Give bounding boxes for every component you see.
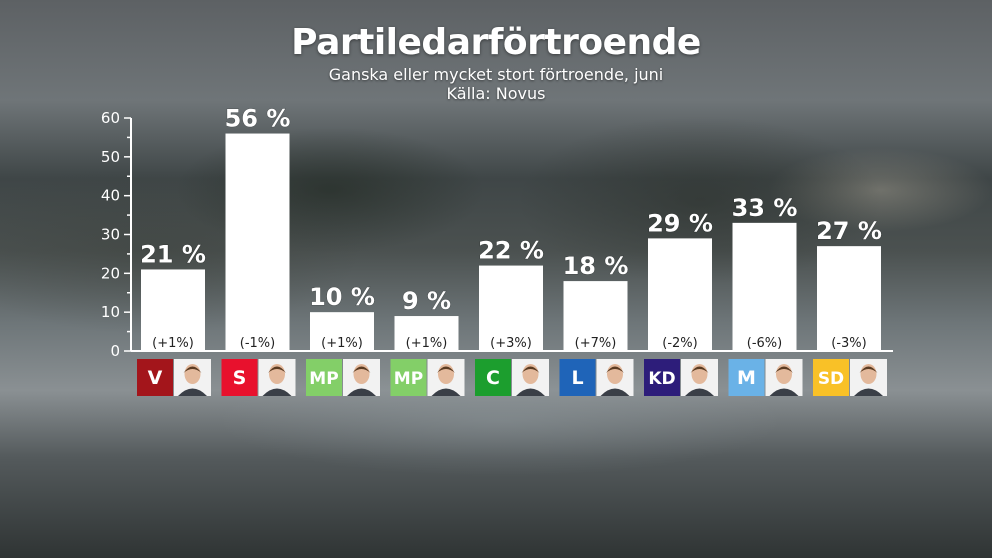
party-abbreviation: V: [148, 367, 163, 389]
leader-photo-hair: [183, 366, 202, 373]
chart-subtitle: Ganska eller mycket stort förtroende, ju…: [328, 65, 664, 84]
bar: [648, 238, 712, 351]
leader-photo-hair: [521, 366, 540, 373]
bar: [817, 246, 881, 351]
chart-title: Partiledarförtroende: [291, 22, 701, 63]
leader-photo-shoulders: [178, 388, 207, 396]
party-abbreviation: KD: [648, 369, 675, 389]
bar-change-label: (+7%): [575, 336, 617, 351]
leader-photo-shoulders: [347, 388, 376, 396]
party-badge: [728, 359, 765, 396]
party-abbreviation: C: [486, 367, 500, 389]
leader-photo-shoulders: [685, 388, 714, 396]
leader-photo-shoulders: [854, 388, 883, 396]
y-tick-label: 50: [101, 148, 120, 166]
party-badge: [306, 359, 342, 396]
leader-photo-shoulders: [769, 388, 799, 396]
y-tick-label: 40: [101, 187, 120, 205]
bar-value-label: 18 %: [563, 252, 629, 280]
bar-change-label: (+3%): [490, 336, 532, 351]
bar-change-label: (+1%): [152, 336, 194, 351]
party-abbreviation: S: [233, 367, 247, 389]
y-tick-label: 60: [101, 109, 120, 127]
bar: [310, 312, 374, 351]
bar-value-label: 33 %: [732, 194, 798, 222]
bar-value-label: 9 %: [402, 287, 451, 315]
bar-value-label: 56 %: [225, 105, 291, 133]
party-badge: [390, 359, 427, 396]
leader-photo-shoulders: [262, 388, 292, 396]
bar: [732, 222, 797, 351]
bar: [225, 133, 290, 351]
bar: [563, 281, 628, 351]
y-tick-label: 10: [101, 303, 120, 321]
bar-change-label: (-2%): [662, 336, 697, 351]
leader-photo-shoulders: [431, 388, 461, 396]
bar-value-label: 29 %: [647, 209, 713, 237]
leader-photo-shoulders: [516, 388, 545, 396]
bar-value-label: 27 %: [816, 217, 882, 245]
party-badge: [221, 359, 258, 396]
leader-photo-shoulders: [600, 388, 630, 396]
bar-change-label: (-1%): [240, 336, 275, 351]
y-tick-label: 0: [110, 342, 120, 360]
bar-value-label: 22 %: [478, 237, 544, 265]
leader-photo-hair: [690, 366, 709, 373]
leader-photo-hair: [775, 366, 793, 373]
leader-photo-hair: [859, 366, 878, 373]
party-abbreviation: MP: [309, 369, 338, 389]
bar-value-label: 21 %: [140, 240, 206, 268]
bar-change-label: (+1%): [406, 336, 448, 351]
bar: [479, 265, 543, 351]
bar-change-label: (-3%): [831, 336, 866, 351]
party-abbreviation: SD: [818, 369, 844, 389]
party-badge: [137, 359, 173, 396]
bar-change-label: (+1%): [321, 336, 363, 351]
bar: [141, 269, 205, 351]
party-badge: [475, 359, 511, 396]
y-tick-label: 20: [101, 264, 120, 282]
leader-photo-hair: [606, 366, 624, 373]
y-tick-label: 30: [101, 226, 120, 244]
leader-photo-hair: [268, 366, 286, 373]
party-badge: [644, 359, 680, 396]
bar-change-label: (-6%): [747, 336, 782, 351]
party-abbreviation: M: [737, 367, 756, 389]
bar-value-label: 10 %: [309, 283, 375, 311]
party-badge: [559, 359, 596, 396]
party-abbreviation: L: [571, 367, 583, 389]
party-badge: [813, 359, 849, 396]
party-abbreviation: MP: [394, 369, 423, 389]
leader-photo-hair: [437, 366, 455, 373]
leader-photo-hair: [352, 366, 371, 373]
chart-source: Källa: Novus: [446, 84, 546, 103]
bar: [394, 316, 459, 351]
